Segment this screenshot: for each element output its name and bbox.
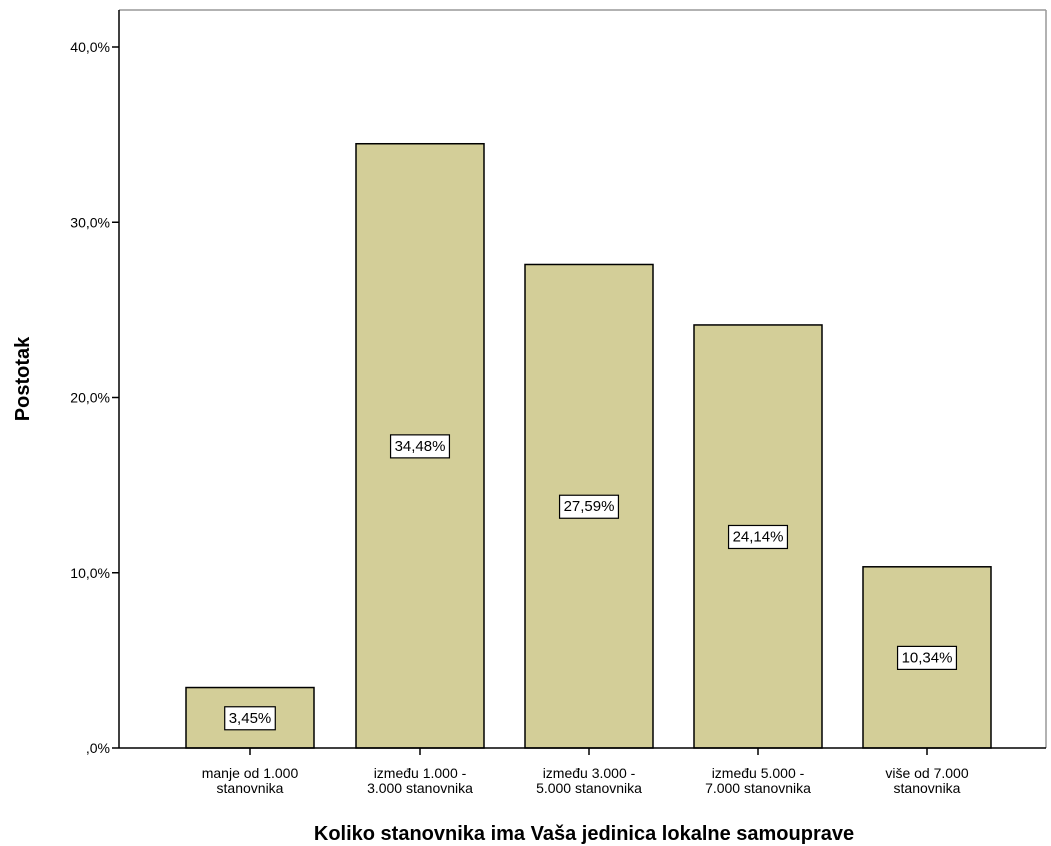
y-axis-title: Postotak: [12, 336, 34, 421]
data-label-box: [558, 494, 620, 519]
data-label-group: 3,45%: [224, 706, 276, 731]
x-tick-label: između 5.000 -7.000 stanovnika: [705, 765, 811, 796]
data-labels: 3,45% 34,48% 27,59% 24,14% 10,34%: [224, 434, 958, 731]
data-label-box: [727, 524, 789, 550]
y-tick-label: 30,0%: [70, 214, 110, 230]
x-tick-label: između 3.000 -5.000 stanovnika: [536, 765, 642, 796]
axes: ,0% 10,0% 20,0% 30,0% 40,0% manje od 1.000 sta…: [70, 10, 1046, 796]
data-label: 34,48%: [395, 438, 446, 455]
x-tick-label: između 1.000 -3.000 stanovnika: [367, 765, 473, 796]
data-label: 3,45%: [229, 710, 272, 727]
x-tick-label: manje od 1.000 stanovnika: [202, 765, 299, 796]
data-label-group: 34,48%: [389, 434, 451, 459]
data-label-group: 10,34%: [896, 645, 958, 670]
data-label: 27,59%: [564, 498, 615, 515]
x-tick-label: više od 7.000 stanovnika: [885, 765, 968, 796]
data-label-box: [896, 645, 958, 670]
data-label-box: [224, 706, 276, 731]
data-label-box: [389, 434, 451, 459]
x-axis-title: Koliko stanovnika ima Vaša jedinica loka…: [314, 823, 854, 845]
bars: [185, 142, 992, 749]
y-tick-label: 10,0%: [70, 565, 110, 581]
data-label-group: 24,14%: [727, 524, 789, 550]
plot-frame: [119, 9, 1047, 748]
data-label: 24,14%: [733, 528, 784, 545]
y-tick-label: ,0%: [86, 740, 110, 756]
y-tick-label: 40,0%: [70, 39, 110, 55]
data-label: 10,34%: [902, 649, 953, 666]
data-label-group: 27,59%: [558, 494, 620, 519]
y-tick-label: 20,0%: [70, 390, 110, 406]
